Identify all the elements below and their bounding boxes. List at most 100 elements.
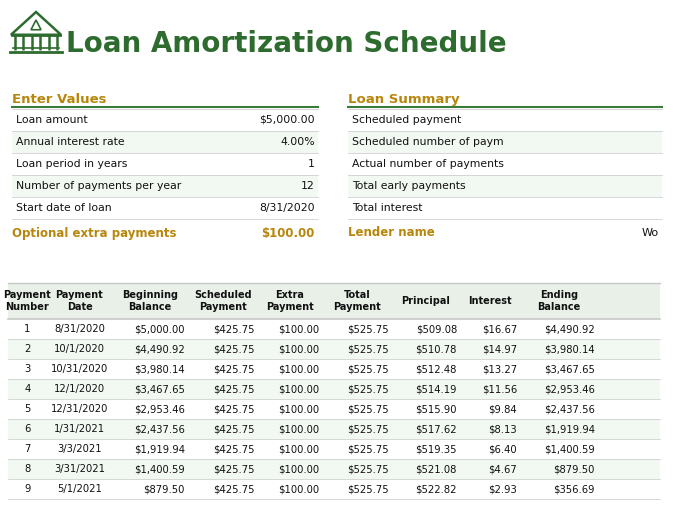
Text: $5,000.00: $5,000.00 (259, 115, 315, 125)
FancyBboxPatch shape (348, 131, 662, 153)
FancyBboxPatch shape (348, 175, 662, 197)
Text: Interest: Interest (468, 296, 512, 306)
Text: Optional extra payments: Optional extra payments (12, 227, 176, 240)
Text: 2: 2 (24, 344, 30, 354)
Text: $100.00: $100.00 (278, 384, 319, 394)
Text: Ending
Balance: Ending Balance (537, 290, 580, 312)
Text: $525.75: $525.75 (348, 424, 389, 434)
Text: 3/3/2021: 3/3/2021 (57, 444, 102, 454)
Text: $510.78: $510.78 (416, 344, 457, 354)
Text: $525.75: $525.75 (348, 464, 389, 474)
Text: $521.08: $521.08 (416, 464, 457, 474)
Text: $100.00: $100.00 (278, 484, 319, 494)
Text: Total early payments: Total early payments (352, 181, 466, 191)
Text: $425.75: $425.75 (213, 464, 255, 474)
Text: $425.75: $425.75 (213, 344, 255, 354)
Text: $8.13: $8.13 (489, 424, 517, 434)
FancyBboxPatch shape (12, 131, 318, 153)
Text: Scheduled number of paym: Scheduled number of paym (352, 137, 504, 147)
Text: $425.75: $425.75 (213, 384, 255, 394)
Text: $4,490.92: $4,490.92 (134, 344, 185, 354)
Text: $425.75: $425.75 (213, 364, 255, 374)
Text: 5/1/2021: 5/1/2021 (57, 484, 102, 494)
Text: 12: 12 (301, 181, 315, 191)
Text: 3/31/2021: 3/31/2021 (54, 464, 105, 474)
Text: $100.00: $100.00 (278, 464, 319, 474)
Text: $100.00: $100.00 (278, 444, 319, 454)
Text: Scheduled payment: Scheduled payment (352, 115, 461, 125)
Text: 3: 3 (24, 364, 30, 374)
Text: $425.75: $425.75 (213, 444, 255, 454)
Text: $16.67: $16.67 (482, 324, 517, 334)
Text: 7: 7 (24, 444, 30, 454)
Text: Payment
Number: Payment Number (3, 290, 51, 312)
Text: 4: 4 (24, 384, 30, 394)
FancyBboxPatch shape (8, 283, 660, 319)
Text: $2,953.46: $2,953.46 (134, 404, 185, 414)
Text: $11.56: $11.56 (482, 384, 517, 394)
Text: 9: 9 (24, 484, 30, 494)
FancyBboxPatch shape (8, 379, 660, 399)
FancyBboxPatch shape (12, 153, 318, 175)
FancyBboxPatch shape (348, 197, 662, 219)
Text: 1/31/2021: 1/31/2021 (54, 424, 105, 434)
Text: $425.75: $425.75 (213, 324, 255, 334)
Text: $6.40: $6.40 (489, 444, 517, 454)
Text: $4,490.92: $4,490.92 (544, 324, 595, 334)
FancyBboxPatch shape (8, 459, 660, 479)
FancyBboxPatch shape (8, 359, 660, 379)
Text: $425.75: $425.75 (213, 484, 255, 494)
Text: $2,437.56: $2,437.56 (134, 424, 185, 434)
Text: Total interest: Total interest (352, 203, 423, 213)
Text: $514.19: $514.19 (416, 384, 457, 394)
Text: $3,980.14: $3,980.14 (544, 344, 595, 354)
Text: Beginning
Balance: Beginning Balance (122, 290, 178, 312)
FancyBboxPatch shape (12, 175, 318, 197)
Text: Number of payments per year: Number of payments per year (16, 181, 182, 191)
Text: Principal: Principal (402, 296, 450, 306)
Text: 8/31/2020: 8/31/2020 (259, 203, 315, 213)
Text: $525.75: $525.75 (348, 444, 389, 454)
Text: 10/31/2020: 10/31/2020 (51, 364, 108, 374)
Text: $425.75: $425.75 (213, 424, 255, 434)
Text: $100.00: $100.00 (278, 424, 319, 434)
Text: $3,467.65: $3,467.65 (134, 384, 185, 394)
FancyBboxPatch shape (348, 153, 662, 175)
Text: $509.08: $509.08 (416, 324, 457, 334)
Text: Enter Values: Enter Values (12, 93, 107, 106)
FancyBboxPatch shape (12, 197, 318, 219)
Text: $525.75: $525.75 (348, 484, 389, 494)
Text: $525.75: $525.75 (348, 364, 389, 374)
Text: $3,980.14: $3,980.14 (134, 364, 185, 374)
Text: $100.00: $100.00 (278, 324, 319, 334)
Text: $525.75: $525.75 (348, 344, 389, 354)
Text: $2.93: $2.93 (488, 484, 517, 494)
Text: $9.84: $9.84 (489, 404, 517, 414)
Text: $515.90: $515.90 (416, 404, 457, 414)
Text: 5: 5 (24, 404, 30, 414)
Text: Loan Summary: Loan Summary (348, 93, 460, 106)
Text: $5,000.00: $5,000.00 (134, 324, 185, 334)
Text: 8: 8 (24, 464, 30, 474)
FancyBboxPatch shape (348, 109, 662, 131)
Text: Scheduled
Payment: Scheduled Payment (194, 290, 252, 312)
Text: $512.48: $512.48 (416, 364, 457, 374)
Text: $13.27: $13.27 (482, 364, 517, 374)
FancyBboxPatch shape (8, 339, 660, 359)
Text: 1: 1 (308, 159, 315, 169)
FancyBboxPatch shape (8, 319, 660, 339)
Text: Total
Payment: Total Payment (333, 290, 381, 312)
Text: $100.00: $100.00 (278, 364, 319, 374)
Text: $1,400.59: $1,400.59 (544, 444, 595, 454)
Text: $525.75: $525.75 (348, 404, 389, 414)
Text: $1,400.59: $1,400.59 (134, 464, 185, 474)
Text: 8/31/2020: 8/31/2020 (54, 324, 105, 334)
Text: $522.82: $522.82 (416, 484, 457, 494)
Text: Annual interest rate: Annual interest rate (16, 137, 125, 147)
Text: Lender name: Lender name (348, 227, 435, 240)
Text: Actual number of payments: Actual number of payments (352, 159, 504, 169)
Text: $14.97: $14.97 (482, 344, 517, 354)
Text: Loan period in years: Loan period in years (16, 159, 128, 169)
Text: $525.75: $525.75 (348, 384, 389, 394)
Text: $100.00: $100.00 (278, 404, 319, 414)
